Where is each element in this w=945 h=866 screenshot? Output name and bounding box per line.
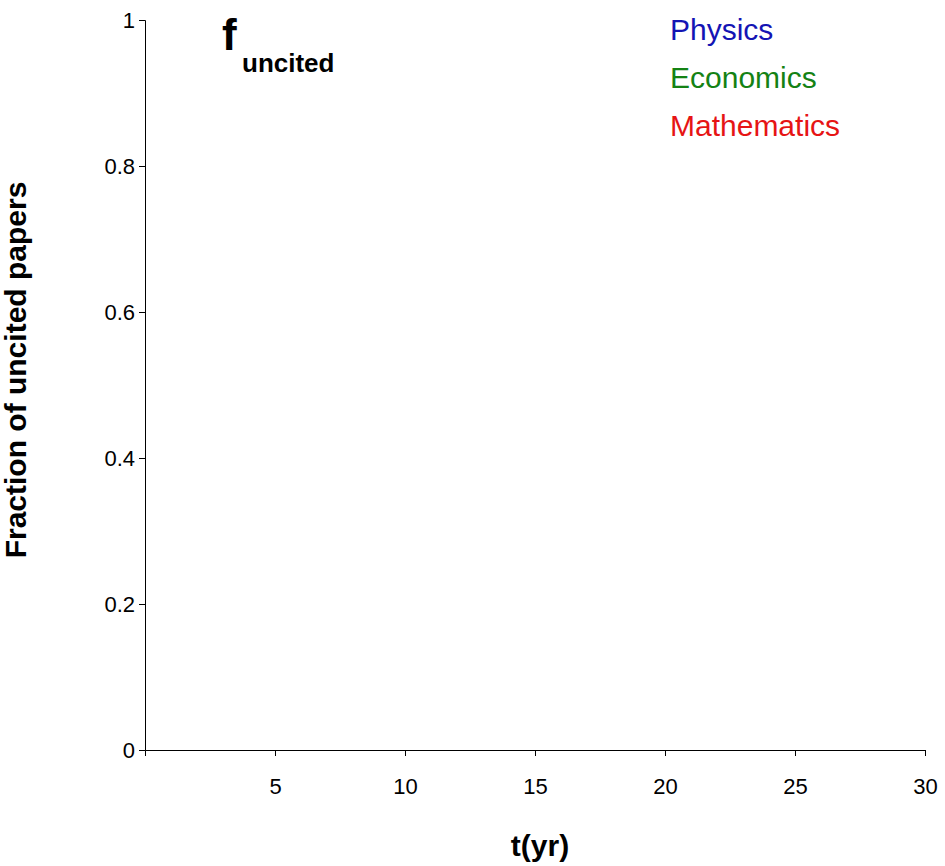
y-tick-mark — [139, 458, 145, 459]
y-tick-label: 0.2 — [104, 592, 135, 617]
y-tick: 0.8 — [104, 154, 145, 179]
y-axis-line — [139, 21, 146, 751]
x-tick-mark — [925, 750, 926, 756]
y-tick-mark — [139, 604, 145, 605]
legend-entry: Mathematics — [670, 109, 840, 142]
x-tick-mark — [275, 750, 276, 756]
x-tick-label: 5 — [269, 774, 281, 799]
legend-entry: Physics — [670, 13, 773, 46]
y-tick-label: 0.6 — [104, 300, 135, 325]
x-tick: 15 — [523, 750, 547, 799]
x-tick-mark — [405, 750, 406, 756]
title-subscript: uncited — [242, 48, 334, 78]
y-tick: 1 — [123, 8, 145, 33]
x-tick-label: 20 — [653, 774, 677, 799]
x-tick-label: 30 — [913, 774, 937, 799]
x-tick-label: 10 — [393, 774, 417, 799]
x-tick: 25 — [783, 750, 807, 799]
legend-entry: Economics — [670, 61, 817, 94]
chart: 5 10 15 20 25 30 0 0.2 0.4 0.6 0.8 1 funcited t(yr) Fr… — [0, 0, 945, 866]
legend: Physics Economics Mathematics — [670, 13, 840, 142]
y-axis: 0 0.2 0.4 0.6 0.8 1 — [104, 8, 145, 763]
x-axis-line — [146, 751, 926, 757]
x-tick-mark — [535, 750, 536, 756]
y-tick-mark — [139, 750, 145, 751]
x-tick: 5 — [269, 750, 281, 799]
y-tick-mark — [139, 166, 145, 167]
y-tick: 0 — [123, 738, 145, 763]
y-tick-mark — [139, 312, 145, 313]
x-tick-mark — [665, 750, 666, 756]
x-tick: 10 — [393, 750, 417, 799]
y-tick-label: 0.4 — [104, 446, 135, 471]
x-tick-label: 25 — [783, 774, 807, 799]
x-tick-mark — [795, 750, 796, 756]
x-tick: 30 — [913, 750, 937, 799]
y-tick: 0.4 — [104, 446, 145, 471]
y-axis-title: Fraction of uncited papers — [0, 182, 32, 559]
title: f — [222, 10, 237, 59]
x-axis-title: t(yr) — [511, 829, 569, 862]
y-tick-mark — [139, 20, 145, 21]
y-tick-label: 0 — [123, 738, 135, 763]
x-tick: 20 — [653, 750, 677, 799]
y-tick-label: 1 — [123, 8, 135, 33]
y-tick-label: 0.8 — [104, 154, 135, 179]
y-tick: 0.6 — [104, 300, 145, 325]
x-axis: 5 10 15 20 25 30 — [146, 750, 938, 799]
x-tick-label: 15 — [523, 774, 547, 799]
y-tick: 0.2 — [104, 592, 145, 617]
